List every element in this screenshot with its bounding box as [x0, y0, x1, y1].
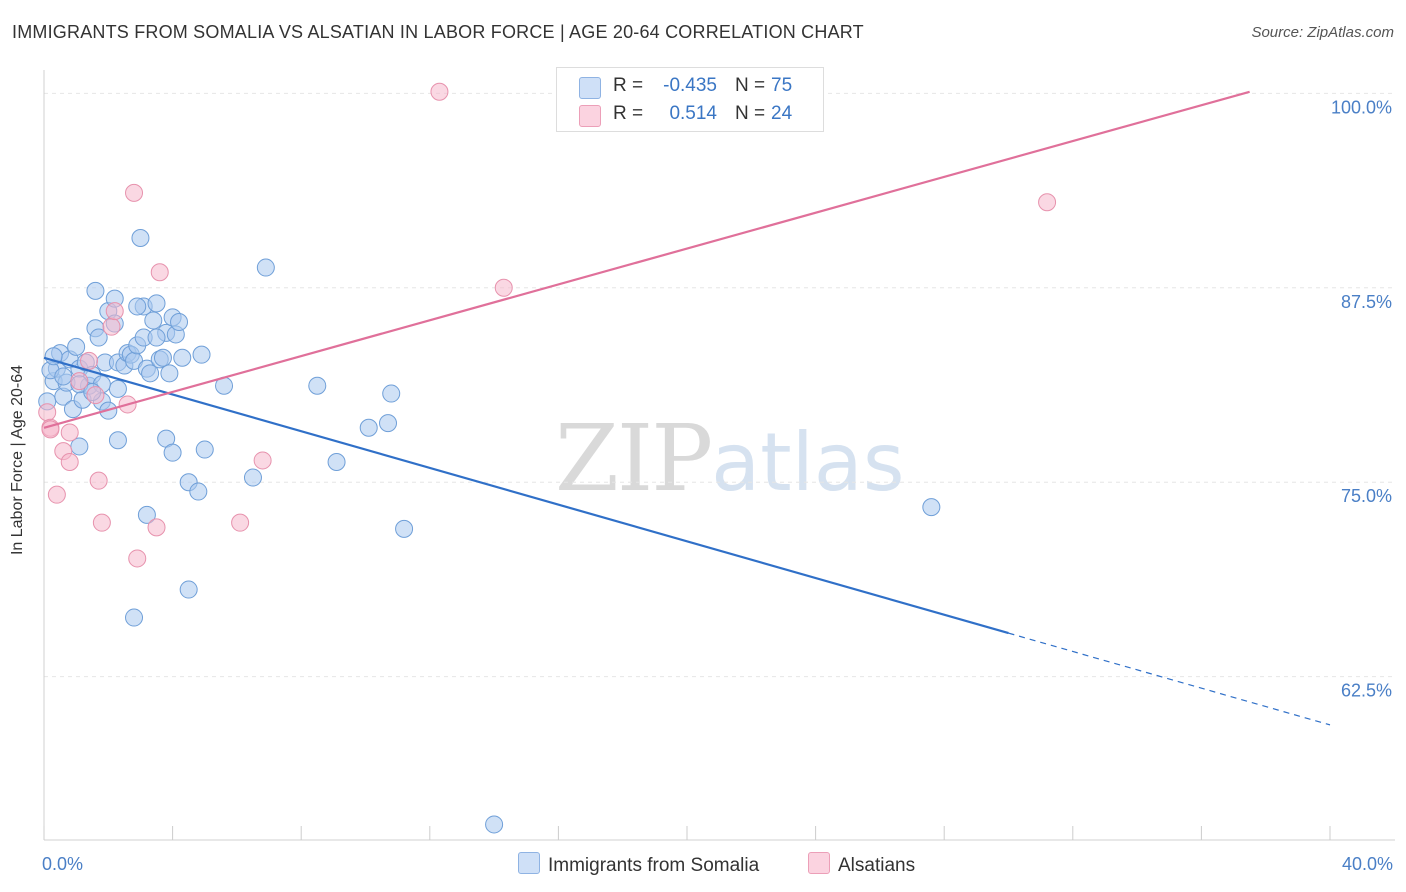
- legend-swatch-alsatians: [579, 105, 601, 127]
- legend-r-label: R =: [613, 103, 644, 124]
- point-somalia: [108, 431, 127, 450]
- point-somalia: [147, 294, 166, 313]
- bottom-legend-swatch-somalia: [518, 852, 540, 874]
- point-alsatians: [60, 453, 79, 471]
- point-alsatians: [147, 518, 166, 537]
- point-somalia: [137, 505, 156, 524]
- trendline-somalia: [43, 356, 1009, 635]
- point-alsatians: [231, 513, 250, 532]
- point-somalia: [128, 297, 147, 316]
- point-somalia: [160, 364, 179, 383]
- x-tick-label: 0.0%: [42, 854, 83, 874]
- source-label: Source: ZipAtlas.com: [1251, 24, 1394, 41]
- watermark-zip: ZIP: [555, 405, 713, 512]
- point-somalia: [327, 453, 346, 471]
- point-somalia: [485, 815, 504, 834]
- point-somalia: [108, 379, 127, 398]
- series-somalia-points: [38, 229, 941, 834]
- y-axis-title: In Labor Force | Age 20-64: [9, 364, 26, 556]
- trendlines: [43, 90, 1331, 726]
- legend-r-label: R =: [613, 75, 644, 96]
- series-alsatians-points: [38, 82, 1057, 568]
- point-alsatians: [105, 302, 124, 321]
- point-somalia: [256, 258, 275, 277]
- watermark: ZIPatlas: [555, 405, 905, 512]
- axes: [43, 70, 1395, 841]
- point-alsatians: [86, 386, 105, 405]
- grid-lines: [44, 92, 1395, 678]
- point-alsatians: [102, 317, 121, 336]
- point-alsatians: [128, 549, 147, 568]
- bottom-legend-swatch-alsatians: [808, 852, 830, 874]
- trendline-somalia-extension: [1008, 632, 1331, 726]
- point-somalia: [163, 443, 182, 462]
- legend-n-value: 24: [771, 103, 793, 124]
- legend-n-label: N =: [735, 103, 766, 124]
- bottom-legend-alsatians: Alsatians: [808, 852, 915, 877]
- point-somalia: [153, 348, 172, 367]
- bottom-legend-label-somalia: Immigrants from Somalia: [548, 855, 760, 876]
- point-alsatians: [253, 451, 272, 470]
- legend-r-value: 0.514: [669, 103, 717, 124]
- y-tick-label: 100.0%: [1331, 97, 1392, 117]
- point-somalia: [131, 229, 150, 247]
- point-alsatians: [80, 351, 99, 370]
- legend-r-value: -0.435: [663, 75, 717, 96]
- point-somalia: [147, 328, 166, 347]
- point-somalia: [195, 440, 214, 459]
- y-tick-label: 87.5%: [1341, 292, 1392, 312]
- legend: R = -0.435 N = 75 R = 0.514 N = 24: [556, 67, 824, 132]
- point-somalia: [144, 311, 163, 330]
- legend-n-group: N = 24: [735, 103, 792, 125]
- point-alsatians: [125, 183, 144, 202]
- point-alsatians: [89, 471, 108, 490]
- chart-title: IMMIGRANTS FROM SOMALIA VS ALSATIAN IN L…: [12, 22, 864, 42]
- point-alsatians: [494, 278, 513, 297]
- point-somalia: [44, 347, 63, 366]
- point-alsatians: [70, 372, 89, 391]
- bottom-legend-label-alsatians: Alsatians: [838, 855, 916, 876]
- point-somalia: [141, 364, 160, 383]
- point-somalia: [125, 608, 144, 627]
- y-tick-label: 62.5%: [1341, 681, 1392, 701]
- point-somalia: [395, 519, 414, 538]
- point-somalia: [922, 498, 941, 517]
- tick-labels: 100.0% 87.5% 75.0% 62.5% 0.0% 40.0%: [42, 97, 1393, 874]
- point-somalia: [173, 348, 192, 367]
- point-somalia: [86, 281, 105, 300]
- point-somalia: [89, 328, 108, 347]
- x-tick-label: 40.0%: [1342, 854, 1393, 874]
- point-somalia: [189, 482, 208, 501]
- point-alsatians: [47, 485, 66, 504]
- point-somalia: [192, 345, 211, 364]
- legend-n-group: N = 75: [735, 75, 792, 97]
- point-somalia: [382, 384, 401, 403]
- point-somalia: [54, 367, 73, 386]
- point-alsatians: [430, 82, 449, 101]
- point-alsatians: [60, 423, 79, 442]
- legend-n-value: 75: [771, 75, 793, 96]
- point-alsatians: [92, 513, 111, 532]
- point-somalia: [179, 580, 198, 599]
- trendline-alsatians: [43, 90, 1250, 429]
- point-alsatians: [38, 403, 57, 422]
- point-somalia: [308, 376, 327, 395]
- bottom-legend-somalia: Immigrants from Somalia: [518, 852, 759, 877]
- point-somalia: [359, 418, 378, 437]
- point-somalia: [379, 414, 398, 433]
- point-somalia: [170, 313, 189, 331]
- point-alsatians: [150, 263, 169, 282]
- point-somalia: [67, 337, 86, 356]
- legend-n-label: N =: [735, 75, 766, 96]
- legend-swatch-somalia: [579, 77, 601, 99]
- point-somalia: [243, 468, 262, 487]
- y-tick-label: 75.0%: [1341, 486, 1392, 506]
- point-alsatians: [1038, 193, 1057, 212]
- watermark-atlas: atlas: [711, 416, 905, 509]
